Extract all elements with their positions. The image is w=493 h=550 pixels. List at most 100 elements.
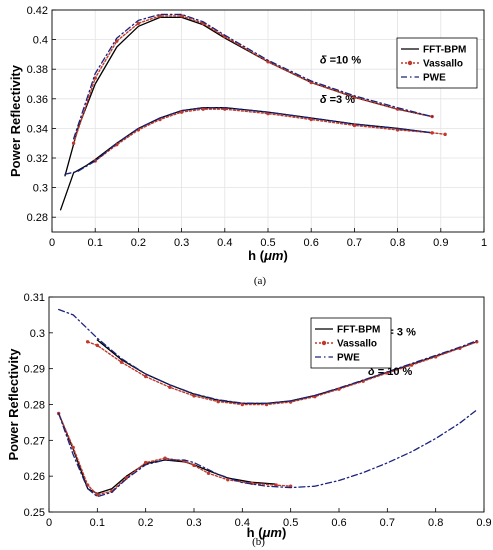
y-tick-label: 0.25 [24,507,45,519]
x-tick-label: 0.7 [347,237,362,249]
data-point-vassallo [206,471,211,475]
legend-label-fft-bpm: FFT-BPM [337,325,380,336]
data-point-vassallo [119,360,124,364]
legend-marker [407,60,413,66]
data-point-vassallo [143,460,148,465]
data-point-vassallo [168,385,172,389]
legend: FFT-BPM Vassallo PWE [396,37,478,89]
y-tick-label: 0.27 [24,435,45,447]
y-tick-label: 0.3 [30,328,45,340]
legend-box [310,317,392,369]
data-point-vassallo [226,478,230,482]
x-tick-label: 0.5 [260,237,275,249]
x-tick-label: 0.3 [186,517,201,529]
y-tick-label: 0.29 [24,364,45,376]
y-tick-label: 0.4 [33,35,48,47]
y-tick-label: 0.34 [27,123,48,135]
annotation-symbol: δ [368,366,375,378]
annotation-label: δ =10 % [320,54,361,66]
x-tick-label: 0.6 [331,517,346,529]
legend-label-pwe: PWE [337,353,360,364]
y-tick-label: 0.26 [24,471,45,483]
legend: FFT-BPM Vassallo PWE [310,317,392,369]
x-tick-label: 0 [49,237,55,249]
series-line-pwe-10 [58,409,478,498]
data-point-vassallo [266,60,270,64]
data-point-vassallo [158,14,162,18]
annotation-text: = 10 % [375,366,413,378]
data-point-vassallo [136,21,141,26]
x-tick-label: 0.5 [283,517,298,529]
y-tick-label: 0.28 [27,212,48,224]
y-tick-label: 0.3 [33,183,48,195]
x-tick-label: 0.1 [90,517,105,529]
series-line-pwe-3 [58,308,478,405]
data-point-vassallo [216,399,220,404]
series-line-vassallo-3 [87,341,478,406]
y-tick-label: 0.38 [27,64,48,76]
legend-marker [321,340,327,346]
x-axis-title-part: ) [282,525,286,540]
x-tick-label: 1 [481,237,487,249]
annotation-symbol: δ [320,94,327,106]
data-point-vassallo [124,476,129,480]
x-axis-title: h (μm) [247,525,287,540]
data-point-vassallo [95,343,100,348]
x-axis-title-part: h ( [248,248,265,263]
y-tick-label: 0.36 [27,94,48,106]
data-point-vassallo [192,463,196,468]
data-point-vassallo [179,110,184,114]
annotation-label: δ =3 % [320,94,355,106]
x-axis-title-part: h ( [247,525,264,540]
legend-label-fft-bpm: FFT-BPM [423,45,466,56]
data-point-vassallo [352,123,357,128]
figure-caption: (a) [254,275,267,287]
legend-label-vassallo: Vassallo [423,59,463,70]
x-tick-label: 0.8 [428,517,443,529]
data-point-vassallo [143,374,148,379]
y-tick-label: 0.28 [24,400,45,412]
y-tick-label: 0.31 [24,292,45,304]
figure-caption: (b) [252,536,265,548]
y-axis-title: Power Reflectivity [6,348,21,461]
data-point-vassallo [85,340,90,344]
series-line-pwe-3 [64,107,433,175]
data-point-vassallo [71,141,76,145]
annotation-text: = 3 % [384,326,416,338]
x-axis-title: h (μm) [248,248,288,263]
x-tick-label: 0.9 [476,517,491,529]
x-axis-title-part: ) [283,248,287,263]
x-tick-label: 0.7 [380,517,395,529]
legend-label-pwe: PWE [423,73,446,84]
y-tick-label: 0.32 [27,153,48,165]
data-point-vassallo [163,456,167,460]
data-point-vassallo [443,132,447,137]
annotation-text: =10 % [327,54,362,66]
data-point-vassallo [274,483,278,487]
data-point-vassallo [192,394,196,398]
data-point-vassallo [179,14,184,18]
x-tick-label: 0.4 [235,517,250,529]
chart-b: 0 0.1 0.2 0.3 0.4 0.5 0.6 0.7 0.8 0.9 0.25 0.26 0.27… [6,292,492,548]
x-tick-label: 0.4 [217,237,232,249]
annotation-symbol: δ [320,54,327,66]
series-line-pwe-10 [72,13,433,140]
y-axis-title: Power Reflectivity [8,64,23,177]
data-point-vassallo [71,445,75,450]
x-tick-label: 0.3 [174,237,189,249]
annotation-label: δ = 10 % [368,366,413,378]
x-axis-title-part: μm [263,248,284,263]
x-tick-label: 0.9 [433,237,448,249]
legend-label-vassallo: Vassallo [337,339,377,350]
data-point-vassallo [430,131,434,135]
chart-a: 0 0.1 0.2 0.3 0.4 0.5 0.6 0.7 0.8 0.9 1 0.28 0.3 0.32… [8,5,487,287]
x-tick-label: 0 [46,517,52,529]
annotation-text: =3 % [327,94,356,106]
x-tick-label: 0.6 [304,237,319,249]
data-point-vassallo [409,363,414,367]
x-tick-label: 0.2 [131,237,146,249]
y-tick-label: 0.42 [27,5,48,17]
data-point-vassallo [201,107,205,111]
x-tick-label: 0.8 [390,237,405,249]
